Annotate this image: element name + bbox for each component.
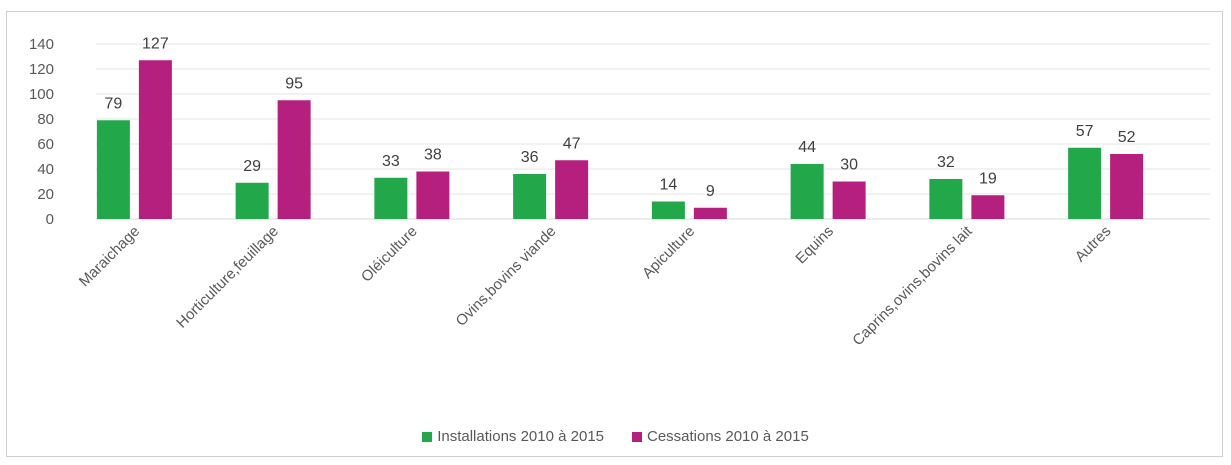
data-label: 57 <box>1076 123 1094 140</box>
bar-cessations <box>1110 154 1144 219</box>
data-label: 47 <box>563 135 581 152</box>
bar-installations <box>651 201 685 219</box>
data-label: 95 <box>285 75 303 92</box>
y-tick-label: 120 <box>29 61 54 78</box>
data-label: 30 <box>840 157 858 174</box>
bar-cessations <box>971 195 1005 219</box>
bar-installations <box>513 174 547 219</box>
legend-label-cessations: Cessations 2010 à 2015 <box>647 428 809 445</box>
data-label: 19 <box>979 170 997 187</box>
data-label: 36 <box>521 149 539 166</box>
bar-installations <box>96 120 130 219</box>
bar-installations <box>790 164 824 219</box>
legend-label-installations: Installations 2010 à 2015 <box>437 428 604 445</box>
data-label: 9 <box>706 183 715 200</box>
y-tick-label: 100 <box>29 86 54 103</box>
y-tick-label: 40 <box>37 161 54 178</box>
category-label: Horticulture,feuillage <box>173 223 282 332</box>
bar-installations <box>374 177 408 219</box>
category-label: Oléiculture <box>358 223 421 286</box>
bar-installations <box>929 179 963 219</box>
category-label: Maraichage <box>76 223 143 290</box>
category-label: Caprins,ovins,bovins lait <box>849 222 976 349</box>
y-tick-label: 140 <box>29 36 54 53</box>
data-label: 33 <box>382 153 400 170</box>
y-tick-label: 20 <box>37 186 54 203</box>
bar-cessations <box>832 181 866 219</box>
data-label: 79 <box>104 95 122 112</box>
category-label: Equins <box>792 223 836 267</box>
bar-cessations <box>416 171 450 219</box>
bar-cessations <box>693 207 727 219</box>
bar-cessations <box>138 60 172 219</box>
bar-installations <box>235 182 269 219</box>
bar-cessations <box>555 160 589 219</box>
data-label: 32 <box>937 154 955 171</box>
data-label: 29 <box>243 158 261 175</box>
legend-item-cessations: Cessations 2010 à 2015 <box>632 428 809 445</box>
bar-installations <box>1068 147 1102 219</box>
legend: Installations 2010 à 2015 Cessations 201… <box>0 428 1231 445</box>
category-label: Ovins,bovins viande <box>453 223 560 330</box>
y-tick-label: 0 <box>46 211 54 228</box>
legend-swatch-installations <box>422 431 433 442</box>
legend-item-installations: Installations 2010 à 2015 <box>422 428 604 445</box>
category-label: Autres <box>1072 223 1115 266</box>
bar-cessations <box>277 100 311 219</box>
y-tick-label: 80 <box>37 111 54 128</box>
chart-frame <box>6 11 1223 457</box>
data-label: 44 <box>798 139 816 156</box>
data-label: 52 <box>1118 129 1136 146</box>
legend-swatch-cessations <box>632 431 642 442</box>
data-label: 14 <box>659 177 677 194</box>
data-label: 38 <box>424 147 442 164</box>
category-label: Apiculture <box>639 223 698 282</box>
y-tick-label: 60 <box>37 136 54 153</box>
data-label: 127 <box>142 35 169 52</box>
